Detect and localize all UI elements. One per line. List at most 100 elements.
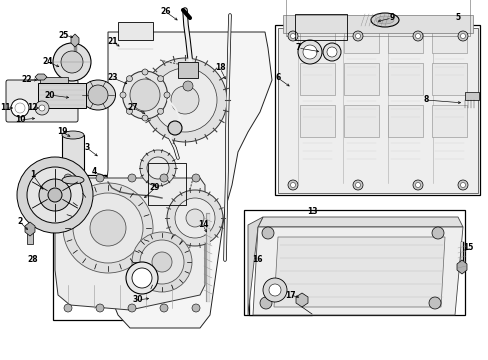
Circle shape [90,210,126,246]
Circle shape [64,304,72,312]
Bar [431,63,466,95]
Circle shape [157,108,163,114]
Polygon shape [55,178,204,310]
Text: 24: 24 [42,58,53,67]
Text: 21: 21 [107,37,118,46]
Circle shape [126,108,132,114]
Text: 18: 18 [214,63,225,72]
Circle shape [27,167,83,223]
Circle shape [260,297,271,309]
Bar [248,258,311,315]
Text: 10: 10 [15,116,25,125]
Circle shape [142,115,148,121]
Circle shape [120,92,126,98]
Bar [431,105,466,137]
Bar [285,0,469,36]
Circle shape [263,278,286,302]
Bar [299,63,334,95]
Circle shape [326,47,336,57]
Circle shape [290,33,295,39]
Circle shape [147,157,169,179]
Text: 8: 8 [423,95,428,104]
Polygon shape [278,28,477,193]
FancyBboxPatch shape [6,80,78,122]
Circle shape [35,101,49,115]
Circle shape [142,69,148,75]
Ellipse shape [375,16,393,24]
Circle shape [17,157,93,233]
Bar [148,163,185,205]
Text: 12: 12 [27,104,37,112]
Text: 28: 28 [28,256,38,265]
Bar [343,105,378,137]
Ellipse shape [62,131,84,139]
Polygon shape [35,74,47,80]
Polygon shape [273,237,444,307]
Circle shape [297,40,321,64]
Circle shape [457,31,467,41]
Polygon shape [247,217,263,315]
Text: 9: 9 [388,13,394,22]
Bar [38,83,86,108]
Circle shape [167,190,223,246]
Bar [178,62,198,78]
Circle shape [192,304,200,312]
Ellipse shape [81,80,115,110]
Text: 17: 17 [284,291,295,300]
Circle shape [355,33,360,39]
Circle shape [96,174,104,182]
Ellipse shape [130,79,160,111]
Text: 22: 22 [21,76,32,85]
Circle shape [160,304,168,312]
Circle shape [457,180,467,190]
Bar [274,25,479,195]
Polygon shape [252,227,462,315]
Circle shape [140,150,176,186]
Text: 5: 5 [454,13,460,22]
Text: 25: 25 [59,31,69,40]
Ellipse shape [122,71,167,119]
Bar [62,135,84,180]
Text: 2: 2 [18,217,22,226]
Text: 7: 7 [295,44,300,53]
Text: 23: 23 [107,73,118,82]
Text: 13: 13 [306,207,317,216]
Polygon shape [456,260,466,274]
Text: 4: 4 [91,167,97,176]
Ellipse shape [370,13,398,27]
Text: 20: 20 [45,90,55,99]
Polygon shape [258,217,462,227]
Circle shape [412,180,422,190]
Circle shape [268,284,281,296]
Bar [387,21,422,53]
Text: 14: 14 [197,220,208,230]
Polygon shape [71,34,79,47]
Circle shape [11,99,29,117]
Circle shape [152,252,172,272]
Circle shape [157,76,163,82]
Circle shape [323,43,340,61]
Bar [431,21,466,53]
Circle shape [88,85,108,105]
Bar [244,210,464,315]
Circle shape [39,105,45,111]
Circle shape [128,304,136,312]
Polygon shape [105,32,271,328]
Circle shape [262,227,273,239]
Bar [283,15,472,33]
Bar [343,21,378,53]
Circle shape [132,232,192,292]
Circle shape [287,31,297,41]
Circle shape [290,183,295,188]
Text: 6: 6 [275,73,280,82]
Bar [53,175,202,320]
Circle shape [96,304,104,312]
Circle shape [153,68,217,132]
Text: 29: 29 [149,184,160,193]
Circle shape [64,174,72,182]
Bar [118,22,153,40]
Circle shape [183,81,193,91]
Circle shape [126,76,132,82]
Ellipse shape [62,176,84,184]
Bar [343,63,378,95]
